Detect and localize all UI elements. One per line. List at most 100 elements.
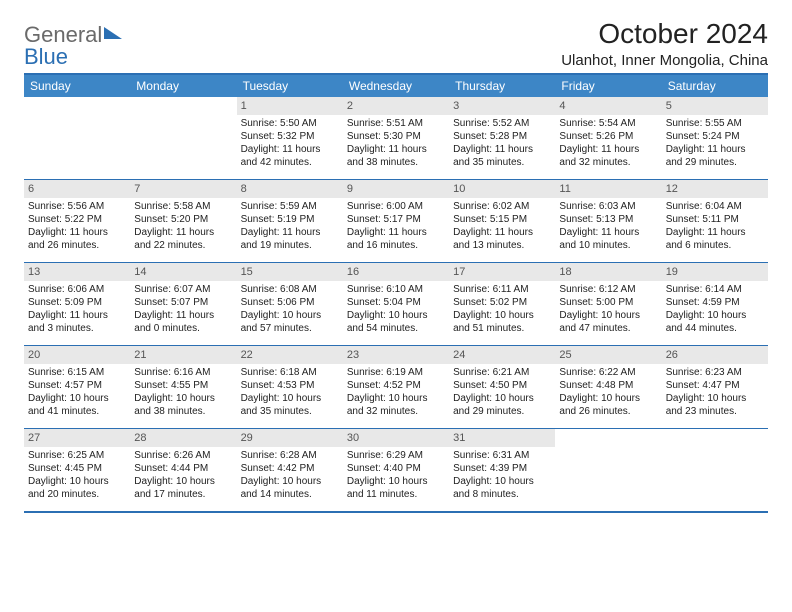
day-number: 28 <box>130 429 236 447</box>
daylight-line: Daylight: 11 hours and 0 minutes. <box>134 309 232 335</box>
sunrise-line: Sunrise: 6:06 AM <box>28 283 126 296</box>
sunset-line: Sunset: 5:32 PM <box>241 130 339 143</box>
sunrise-line: Sunrise: 5:52 AM <box>453 117 551 130</box>
sunrise-line: Sunrise: 6:19 AM <box>347 366 445 379</box>
daylight-line: Daylight: 10 hours and 26 minutes. <box>559 392 657 418</box>
daylight-line: Daylight: 11 hours and 13 minutes. <box>453 226 551 252</box>
daylight-line: Daylight: 11 hours and 16 minutes. <box>347 226 445 252</box>
day-number: 7 <box>130 180 236 198</box>
title-block: October 2024 Ulanhot, Inner Mongolia, Ch… <box>561 18 768 69</box>
day-number: 29 <box>237 429 343 447</box>
empty-cell <box>555 429 661 511</box>
day-number: 5 <box>662 97 768 115</box>
day-number: 18 <box>555 263 661 281</box>
day-body: Sunrise: 6:07 AMSunset: 5:07 PMDaylight:… <box>130 281 236 339</box>
sunset-line: Sunset: 5:15 PM <box>453 213 551 226</box>
daylight-line: Daylight: 10 hours and 32 minutes. <box>347 392 445 418</box>
daylight-line: Daylight: 10 hours and 14 minutes. <box>241 475 339 501</box>
sunrise-line: Sunrise: 5:56 AM <box>28 200 126 213</box>
sunrise-line: Sunrise: 6:26 AM <box>134 449 232 462</box>
day-number: 6 <box>24 180 130 198</box>
day-body: Sunrise: 6:16 AMSunset: 4:55 PMDaylight:… <box>130 364 236 422</box>
sunrise-line: Sunrise: 6:08 AM <box>241 283 339 296</box>
daylight-line: Daylight: 10 hours and 51 minutes. <box>453 309 551 335</box>
day-body: Sunrise: 6:11 AMSunset: 5:02 PMDaylight:… <box>449 281 555 339</box>
day-body: Sunrise: 6:15 AMSunset: 4:57 PMDaylight:… <box>24 364 130 422</box>
sunset-line: Sunset: 5:17 PM <box>347 213 445 226</box>
sunrise-line: Sunrise: 6:10 AM <box>347 283 445 296</box>
day-number: 16 <box>343 263 449 281</box>
day-cell: 16Sunrise: 6:10 AMSunset: 5:04 PMDayligh… <box>343 263 449 345</box>
day-body: Sunrise: 6:25 AMSunset: 4:45 PMDaylight:… <box>24 447 130 505</box>
daylight-line: Daylight: 11 hours and 29 minutes. <box>666 143 764 169</box>
daylight-line: Daylight: 11 hours and 32 minutes. <box>559 143 657 169</box>
sunset-line: Sunset: 5:26 PM <box>559 130 657 143</box>
day-cell: 26Sunrise: 6:23 AMSunset: 4:47 PMDayligh… <box>662 346 768 428</box>
sunset-line: Sunset: 5:24 PM <box>666 130 764 143</box>
week-row: 20Sunrise: 6:15 AMSunset: 4:57 PMDayligh… <box>24 345 768 428</box>
sunset-line: Sunset: 4:55 PM <box>134 379 232 392</box>
day-cell: 27Sunrise: 6:25 AMSunset: 4:45 PMDayligh… <box>24 429 130 511</box>
daylight-line: Daylight: 11 hours and 6 minutes. <box>666 226 764 252</box>
daylight-line: Daylight: 10 hours and 20 minutes. <box>28 475 126 501</box>
day-body: Sunrise: 6:10 AMSunset: 5:04 PMDaylight:… <box>343 281 449 339</box>
sunrise-line: Sunrise: 6:11 AM <box>453 283 551 296</box>
week-row: 1Sunrise: 5:50 AMSunset: 5:32 PMDaylight… <box>24 97 768 179</box>
day-cell: 1Sunrise: 5:50 AMSunset: 5:32 PMDaylight… <box>237 97 343 179</box>
daylight-line: Daylight: 10 hours and 35 minutes. <box>241 392 339 418</box>
sunset-line: Sunset: 5:11 PM <box>666 213 764 226</box>
day-body: Sunrise: 6:04 AMSunset: 5:11 PMDaylight:… <box>662 198 768 256</box>
logo-part2: Blue <box>24 44 68 69</box>
daylight-line: Daylight: 11 hours and 38 minutes. <box>347 143 445 169</box>
day-body: Sunrise: 6:31 AMSunset: 4:39 PMDaylight:… <box>449 447 555 505</box>
day-number: 3 <box>449 97 555 115</box>
day-number: 25 <box>555 346 661 364</box>
empty-cell <box>662 429 768 511</box>
day-cell: 30Sunrise: 6:29 AMSunset: 4:40 PMDayligh… <box>343 429 449 511</box>
sunset-line: Sunset: 4:42 PM <box>241 462 339 475</box>
day-body: Sunrise: 5:58 AMSunset: 5:20 PMDaylight:… <box>130 198 236 256</box>
day-cell: 31Sunrise: 6:31 AMSunset: 4:39 PMDayligh… <box>449 429 555 511</box>
sunset-line: Sunset: 5:22 PM <box>28 213 126 226</box>
logo-text: General Blue <box>24 24 122 68</box>
day-cell: 4Sunrise: 5:54 AMSunset: 5:26 PMDaylight… <box>555 97 661 179</box>
day-cell: 21Sunrise: 6:16 AMSunset: 4:55 PMDayligh… <box>130 346 236 428</box>
sunrise-line: Sunrise: 6:12 AM <box>559 283 657 296</box>
day-number: 1 <box>237 97 343 115</box>
day-cell: 14Sunrise: 6:07 AMSunset: 5:07 PMDayligh… <box>130 263 236 345</box>
day-number: 20 <box>24 346 130 364</box>
day-body: Sunrise: 6:08 AMSunset: 5:06 PMDaylight:… <box>237 281 343 339</box>
day-cell: 15Sunrise: 6:08 AMSunset: 5:06 PMDayligh… <box>237 263 343 345</box>
day-body: Sunrise: 6:23 AMSunset: 4:47 PMDaylight:… <box>662 364 768 422</box>
daylight-line: Daylight: 11 hours and 35 minutes. <box>453 143 551 169</box>
day-number: 11 <box>555 180 661 198</box>
day-body: Sunrise: 5:56 AMSunset: 5:22 PMDaylight:… <box>24 198 130 256</box>
day-body: Sunrise: 6:22 AMSunset: 4:48 PMDaylight:… <box>555 364 661 422</box>
day-body: Sunrise: 5:51 AMSunset: 5:30 PMDaylight:… <box>343 115 449 173</box>
day-cell: 29Sunrise: 6:28 AMSunset: 4:42 PMDayligh… <box>237 429 343 511</box>
sunset-line: Sunset: 5:13 PM <box>559 213 657 226</box>
day-body: Sunrise: 6:18 AMSunset: 4:53 PMDaylight:… <box>237 364 343 422</box>
day-number: 9 <box>343 180 449 198</box>
sunrise-line: Sunrise: 5:51 AM <box>347 117 445 130</box>
day-number: 30 <box>343 429 449 447</box>
day-cell: 2Sunrise: 5:51 AMSunset: 5:30 PMDaylight… <box>343 97 449 179</box>
sunrise-line: Sunrise: 6:07 AM <box>134 283 232 296</box>
day-body: Sunrise: 6:02 AMSunset: 5:15 PMDaylight:… <box>449 198 555 256</box>
daylight-line: Daylight: 11 hours and 19 minutes. <box>241 226 339 252</box>
dow-row: SundayMondayTuesdayWednesdayThursdayFrid… <box>24 75 768 97</box>
dow-sunday: Sunday <box>24 75 130 97</box>
sunset-line: Sunset: 4:45 PM <box>28 462 126 475</box>
day-number: 10 <box>449 180 555 198</box>
sunset-line: Sunset: 5:28 PM <box>453 130 551 143</box>
day-cell: 11Sunrise: 6:03 AMSunset: 5:13 PMDayligh… <box>555 180 661 262</box>
sunrise-line: Sunrise: 6:04 AM <box>666 200 764 213</box>
sunrise-line: Sunrise: 5:59 AM <box>241 200 339 213</box>
day-number: 23 <box>343 346 449 364</box>
day-body: Sunrise: 6:12 AMSunset: 5:00 PMDaylight:… <box>555 281 661 339</box>
daylight-line: Daylight: 10 hours and 44 minutes. <box>666 309 764 335</box>
day-body: Sunrise: 6:28 AMSunset: 4:42 PMDaylight:… <box>237 447 343 505</box>
day-cell: 17Sunrise: 6:11 AMSunset: 5:02 PMDayligh… <box>449 263 555 345</box>
empty-cell <box>24 97 130 179</box>
sunset-line: Sunset: 5:07 PM <box>134 296 232 309</box>
